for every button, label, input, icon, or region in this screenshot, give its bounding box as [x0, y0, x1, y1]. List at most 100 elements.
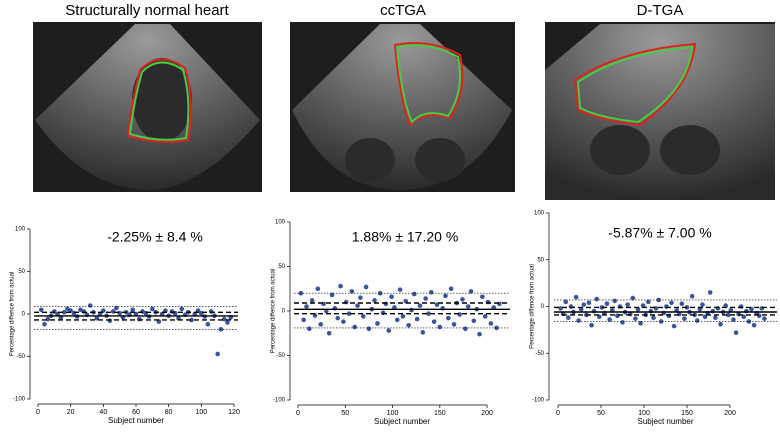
annotation: 1.88% ± 17.20 %	[352, 229, 459, 245]
data-point	[749, 307, 754, 312]
data-point	[81, 309, 87, 314]
y-tick-label: -100	[13, 397, 26, 403]
data-point	[130, 307, 136, 313]
data-point	[417, 303, 423, 308]
data-point	[702, 314, 708, 320]
data-point	[679, 301, 685, 306]
data-point	[446, 315, 451, 321]
data-point	[471, 318, 477, 324]
data-point	[318, 322, 323, 327]
x-axis-label: Subject number	[637, 417, 693, 426]
data-point	[221, 316, 227, 322]
data-point	[725, 312, 731, 318]
data-point	[576, 318, 581, 323]
data-point	[304, 304, 309, 309]
data-point	[718, 321, 723, 327]
annotation: -5.87% ± 7.00 %	[608, 225, 711, 241]
data-point	[612, 298, 618, 304]
data-point	[423, 296, 428, 301]
y-tick-label: -100	[273, 398, 286, 404]
data-point	[315, 286, 321, 292]
data-point	[594, 296, 599, 302]
echo-image	[33, 22, 262, 192]
data-point	[497, 301, 502, 307]
data-point	[179, 306, 185, 312]
data-point	[762, 316, 767, 321]
x-tick-label: 120	[228, 409, 240, 416]
data-point	[372, 298, 377, 303]
y-tick-label: -50	[16, 354, 25, 360]
x-tick-label: 80	[165, 409, 173, 416]
data-point	[409, 307, 414, 313]
x-tick-label: 150	[681, 410, 693, 417]
x-tick-label: 150	[434, 410, 446, 417]
data-point	[744, 308, 749, 314]
x-tick-label: 200	[724, 410, 736, 417]
data-point	[392, 305, 397, 310]
x-tick-label: 50	[597, 410, 605, 417]
y-tick-label: -50	[535, 351, 544, 357]
data-point	[208, 309, 214, 314]
data-point	[406, 322, 411, 328]
data-point	[566, 315, 571, 321]
data-point	[71, 310, 77, 316]
data-point	[355, 303, 360, 308]
y-tick-label: 50	[18, 269, 25, 275]
data-point	[326, 330, 332, 336]
data-point	[596, 314, 602, 320]
data-point	[341, 319, 346, 324]
data-point	[638, 321, 643, 326]
data-point	[485, 299, 491, 305]
data-point	[651, 315, 656, 321]
data-point	[199, 310, 204, 316]
data-point	[700, 302, 705, 307]
x-tick-label: 50	[341, 410, 349, 417]
data-point	[491, 305, 497, 310]
panel-title: D-TGA	[637, 2, 684, 19]
data-point	[682, 316, 687, 321]
data-point	[352, 324, 358, 330]
data-point	[107, 318, 113, 324]
data-point	[640, 303, 646, 308]
data-point	[488, 321, 494, 326]
data-point	[591, 308, 597, 314]
y-tick-label: 50	[537, 257, 544, 263]
y-tick-label: 100	[534, 211, 545, 217]
x-tick-label: 60	[132, 409, 140, 416]
data-point	[114, 305, 119, 311]
data-point	[669, 300, 674, 306]
y-axis-label: Percentage diffence from actual	[271, 269, 277, 354]
data-point	[646, 299, 651, 305]
data-point	[321, 301, 326, 307]
data-point	[741, 314, 747, 320]
data-point	[400, 314, 406, 319]
data-point	[448, 286, 454, 292]
data-point	[205, 321, 211, 327]
data-point	[329, 292, 335, 298]
data-point	[143, 310, 149, 316]
x-axis-label: Subject number	[108, 416, 164, 425]
data-point	[360, 314, 366, 319]
data-point	[633, 316, 638, 321]
data-point	[172, 310, 178, 316]
y-tick-label: 0	[22, 312, 26, 318]
data-point	[380, 310, 386, 316]
data-point	[38, 307, 44, 313]
data-point	[482, 314, 488, 319]
data-point	[586, 300, 592, 306]
data-point	[477, 331, 482, 337]
data-point	[343, 299, 349, 305]
data-point	[451, 322, 457, 327]
data-point	[189, 317, 194, 323]
data-point	[110, 309, 116, 314]
data-point	[751, 322, 757, 328]
echo-image	[545, 22, 775, 200]
x-tick-label: 100	[195, 409, 207, 416]
data-point	[117, 310, 122, 316]
data-point	[707, 290, 713, 295]
data-point	[363, 284, 369, 290]
data-point	[429, 290, 434, 295]
data-point	[338, 283, 343, 289]
data-point	[386, 328, 392, 333]
